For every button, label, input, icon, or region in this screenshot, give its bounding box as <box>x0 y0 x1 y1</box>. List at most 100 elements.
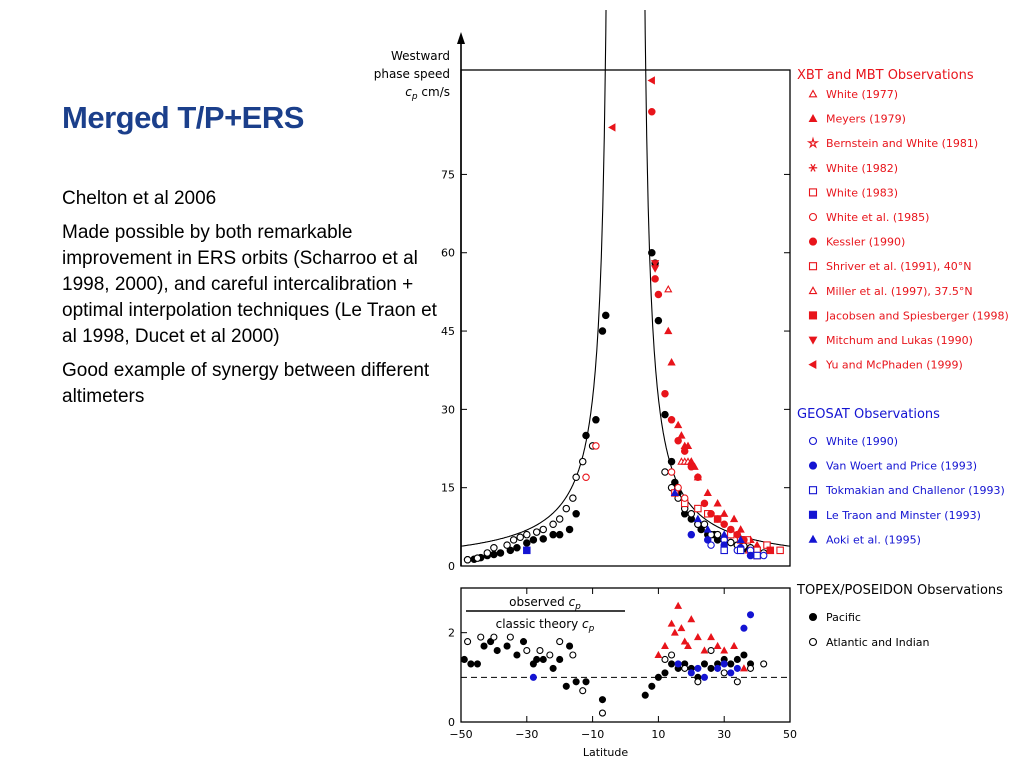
xbt-legend-marker <box>808 360 817 370</box>
geosat-legend-item: White (1990) <box>826 435 898 448</box>
data-point <box>683 441 693 450</box>
ratio-point <box>569 651 577 659</box>
topex-legend-item: Atlantic and Indian <box>826 636 930 649</box>
lower-plot-frame <box>460 587 791 723</box>
data-point <box>680 494 689 502</box>
data-point <box>532 528 541 536</box>
ratio-point <box>506 633 514 641</box>
lower-panel: 0 2 −50 −30 −10 10 30 50 Latitude observed cp clas… <box>448 587 797 759</box>
ratio-point <box>700 646 709 654</box>
ratio-point <box>477 633 485 641</box>
data-point <box>516 533 524 542</box>
topex-legend-title: TOPEX/POSEIDON Observations <box>796 583 1003 598</box>
ratio-point <box>536 646 544 655</box>
xbt-legend-marker <box>808 286 818 295</box>
y-axis-label-line2: phase speed <box>374 67 450 81</box>
ratio-point <box>661 669 669 677</box>
ratio-point <box>490 633 498 641</box>
data-point <box>572 510 580 518</box>
data-point <box>529 536 538 544</box>
xbt-legend-item: Shriver et al. (1991), 40°N <box>826 260 972 273</box>
xbt-legend-title: XBT and MBT Observations <box>797 68 974 83</box>
data-point <box>736 535 745 544</box>
x-axis-label: Latitude <box>583 746 629 759</box>
data-point <box>713 515 722 523</box>
data-point <box>608 123 616 132</box>
data-point <box>707 510 715 518</box>
ratio-point <box>687 669 695 677</box>
data-point <box>661 468 669 476</box>
theory-legend-label: classic theory cp <box>496 617 595 634</box>
geosat-legend-item: Tokmakian and Challenor (1993) <box>825 484 1005 497</box>
ratio-point <box>693 633 702 641</box>
xbt-legend-marker <box>808 113 818 122</box>
data-point <box>582 473 590 481</box>
data-point <box>651 275 659 283</box>
ratio-point <box>746 611 755 619</box>
data-point <box>523 530 531 539</box>
ratio-point <box>746 664 755 672</box>
ratio-point <box>680 637 689 645</box>
data-point <box>592 442 600 450</box>
xbt-legend-item: White (1983) <box>826 186 898 199</box>
data-point <box>687 510 696 518</box>
ratio-point <box>668 651 676 659</box>
geosat-legend-item: Aoki et al. (1995) <box>826 533 921 546</box>
data-point <box>727 538 735 547</box>
ratio-point <box>460 655 468 664</box>
data-point <box>569 494 577 502</box>
data-point <box>483 549 492 557</box>
ratio-point <box>654 650 663 658</box>
data-point <box>555 530 564 539</box>
data-point <box>555 515 564 523</box>
data-point <box>578 457 587 466</box>
ratio-point <box>674 660 682 668</box>
ratio-point <box>533 655 541 664</box>
ratio-point <box>529 673 537 681</box>
ratio-point <box>727 669 735 677</box>
data-point <box>667 457 676 466</box>
data-point <box>733 530 742 539</box>
observed-legend-label: observed cp <box>509 595 581 612</box>
upper-y-tick-label: 15 <box>441 482 455 495</box>
data-point <box>746 551 755 560</box>
legend-panel: XBT and MBT Observations White (1977) Meye… <box>796 68 1009 649</box>
xbt-legend-marker <box>808 311 818 320</box>
data-point <box>667 468 676 476</box>
ratio-point <box>681 664 689 672</box>
y-axis-arrowhead <box>457 32 465 44</box>
ratio-point <box>667 619 676 627</box>
xbt-legend-item: Mitchum and Lukas (1990) <box>826 334 973 347</box>
lower-y-tick-label: 2 <box>448 627 455 640</box>
ratio-point <box>740 664 748 672</box>
ratio-point <box>661 641 669 650</box>
data-point <box>707 541 715 549</box>
ratio-point <box>730 641 739 650</box>
ratio-point <box>700 660 709 668</box>
data-point <box>650 260 660 268</box>
upper-y-tick-label: 30 <box>441 403 455 416</box>
upper-y-tick-label: 75 <box>441 168 455 181</box>
ratio-point <box>677 624 686 632</box>
topex-legend-marker <box>808 637 818 647</box>
ratio-point <box>670 628 679 636</box>
xbt-legend-marker <box>808 89 818 98</box>
lower-x-tick-label: 30 <box>717 728 731 741</box>
xbt-legend-marker <box>808 188 818 197</box>
data-point <box>664 284 673 293</box>
ratio-point <box>714 664 722 672</box>
data-point <box>700 520 709 528</box>
xbt-legend-item: White (1977) <box>826 88 898 101</box>
data-point <box>713 530 722 539</box>
data-point <box>700 499 709 508</box>
citation-text: Chelton et al 2006 <box>62 188 217 209</box>
upper-plot-frame <box>460 69 791 567</box>
lower-x-tick-label: −30 <box>515 728 538 741</box>
data-point <box>503 541 511 549</box>
geosat-legend-marker <box>808 436 818 446</box>
topex-legend-marker <box>808 612 818 622</box>
data-point <box>509 536 518 544</box>
data-point <box>572 473 580 481</box>
ratio-point <box>523 646 531 655</box>
